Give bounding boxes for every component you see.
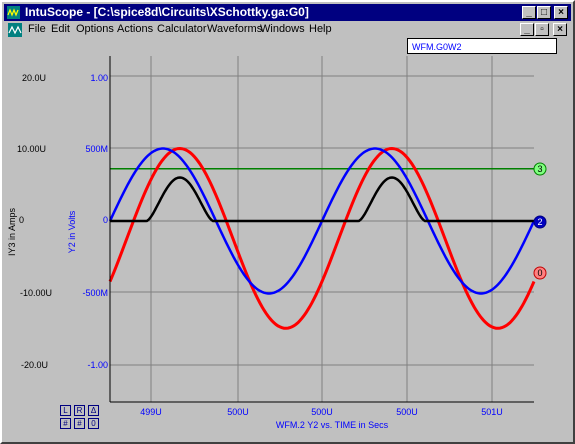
menu-waveforms[interactable]: Waveforms xyxy=(207,23,263,35)
right-tick-label: 500M xyxy=(85,144,108,154)
x-tick-label: 500U xyxy=(311,407,333,417)
left-tick-label: 10.00U xyxy=(17,144,46,154)
left-tick-label: -20.0U xyxy=(21,360,48,370)
child-close-button[interactable]: × xyxy=(553,23,567,36)
right-tick-label: 1.00 xyxy=(90,73,108,83)
menu-edit[interactable]: Edit xyxy=(51,23,70,35)
x-tick-label: 499U xyxy=(140,407,162,417)
right-cursor-button[interactable]: R xyxy=(74,405,85,416)
x-tick-label: 500U xyxy=(396,407,418,417)
marker-3-label: 3 xyxy=(537,164,542,174)
window-title: IntuScope - [C:\spice8d\Circuits\XSchott… xyxy=(25,5,309,19)
menu-file[interactable]: File xyxy=(28,23,46,35)
right-tick-label: 0 xyxy=(103,215,108,225)
intuscope-app-icon xyxy=(7,6,20,19)
left-value-button[interactable]: # xyxy=(60,418,71,429)
title-bar[interactable]: IntuScope - [C:\spice8d\Circuits\XSchott… xyxy=(4,4,571,21)
close-button[interactable]: × xyxy=(554,6,568,19)
x-axis-caption: WFM.2 Y2 vs. TIME in Secs xyxy=(276,420,389,430)
left-tick-label: 20.0U xyxy=(22,73,46,83)
marker-0[interactable]: 0 xyxy=(533,266,547,280)
marker-2[interactable]: 2 xyxy=(533,215,547,229)
left-axis-label: IY3 in Amps xyxy=(7,207,17,256)
child-minimize-button[interactable]: _ xyxy=(520,23,534,36)
right-tick-label: -500M xyxy=(82,288,108,298)
marker-0-label: 0 xyxy=(537,268,542,278)
menu-windows[interactable]: Windows xyxy=(260,23,305,35)
menu-calculator[interactable]: Calculator xyxy=(157,23,207,35)
right-tick-label: -1.00 xyxy=(87,360,108,370)
x-tick-label: 500U xyxy=(227,407,249,417)
right-axis-label: Y2 in Volts xyxy=(67,210,77,253)
left-cursor-button[interactable]: L xyxy=(60,405,71,416)
menu-help[interactable]: Help xyxy=(309,23,332,35)
left-tick-label: 0 xyxy=(19,215,24,225)
menu-bar: File Edit Options Actions Calculator Wav… xyxy=(4,21,571,39)
x-tick-label: 501U xyxy=(481,407,503,417)
menu-actions[interactable]: Actions xyxy=(117,23,154,35)
delta-cursor-button[interactable]: Δ xyxy=(88,405,99,416)
marker-3[interactable]: 3 xyxy=(533,162,547,176)
zero-button[interactable]: 0 xyxy=(88,418,99,429)
left-tick-label: -10.00U xyxy=(20,288,52,298)
right-value-button[interactable]: # xyxy=(74,418,85,429)
traces xyxy=(108,146,536,330)
maximize-button[interactable]: □ xyxy=(537,6,551,19)
child-restore-button[interactable]: ▫ xyxy=(535,23,549,36)
minimize-button[interactable]: _ xyxy=(522,6,536,19)
document-icon[interactable] xyxy=(8,23,22,37)
menu-options[interactable]: Options xyxy=(76,23,114,35)
trace-black xyxy=(110,176,534,223)
waveform-tag[interactable]: WFM.G0W2 xyxy=(407,38,557,54)
marker-2-label: 2 xyxy=(537,217,542,227)
